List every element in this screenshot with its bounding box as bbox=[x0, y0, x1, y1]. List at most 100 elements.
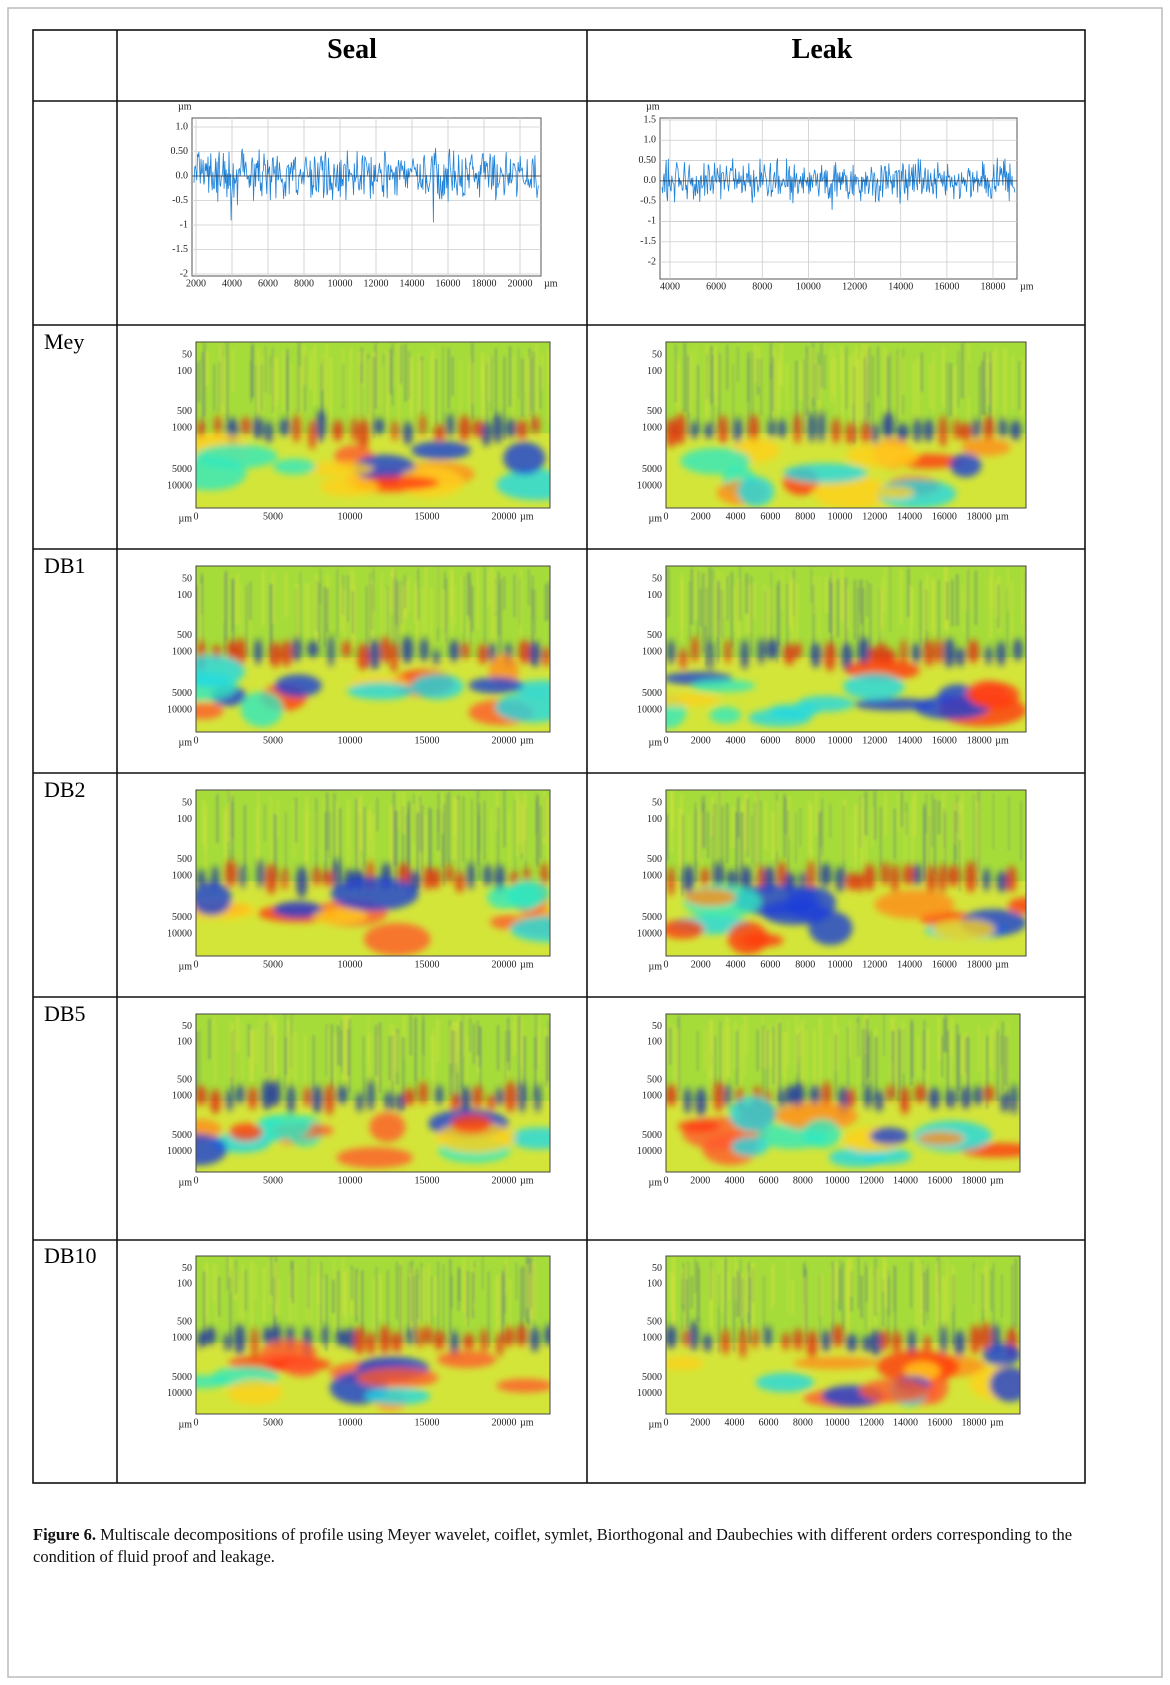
mid-blob bbox=[757, 637, 765, 665]
y-tick-label: 100 bbox=[177, 590, 192, 601]
low-blob bbox=[513, 680, 550, 696]
mid-blob bbox=[417, 1326, 424, 1349]
low-blob bbox=[876, 479, 957, 508]
mid-blob bbox=[783, 643, 796, 666]
mid-blob bbox=[366, 1332, 376, 1355]
low-blob bbox=[666, 1356, 704, 1371]
heatmap bbox=[196, 566, 550, 732]
low-blob bbox=[914, 696, 989, 720]
y-tick-label: 10000 bbox=[167, 1388, 192, 1399]
scalogram: 50 100 500 1000 5000 10000 0 2000 4000 6000 8000 10… bbox=[637, 1013, 1021, 1188]
profile-signal bbox=[661, 157, 1016, 211]
mid-blob bbox=[279, 418, 289, 437]
mid-blob bbox=[483, 864, 492, 887]
mid-blob bbox=[984, 1085, 995, 1103]
mid-blob bbox=[390, 642, 398, 674]
mid-blob bbox=[809, 1084, 820, 1108]
y-tick-label: 1.0 bbox=[644, 135, 657, 146]
x-tick-label: 20000 bbox=[491, 959, 516, 970]
mid-blob bbox=[481, 421, 492, 447]
low-blob bbox=[874, 486, 915, 499]
y-tick-label: 0.50 bbox=[639, 155, 657, 166]
mid-blob bbox=[495, 1087, 504, 1107]
y-tick-label: 0.0 bbox=[176, 170, 189, 181]
x-tick-label: 6000 bbox=[760, 735, 780, 746]
mid-blob bbox=[718, 415, 728, 445]
x-tick-label: 15000 bbox=[414, 511, 439, 522]
mid-blob bbox=[928, 1087, 940, 1110]
x-unit: µm bbox=[178, 737, 192, 748]
x-tick-label: 20000 bbox=[491, 735, 516, 746]
mid-blob bbox=[391, 1331, 403, 1353]
y-tick-label: 1000 bbox=[642, 423, 662, 434]
mid-blob bbox=[724, 1083, 731, 1108]
low-blob bbox=[846, 443, 919, 468]
x-unit: µm bbox=[520, 959, 534, 970]
mid-blob bbox=[324, 1083, 335, 1116]
mid-blob bbox=[342, 640, 351, 658]
low-blob bbox=[411, 441, 471, 460]
y-tick-label: 1.0 bbox=[176, 121, 189, 132]
mid-blob bbox=[446, 413, 454, 437]
y-tick-label: 0.50 bbox=[171, 146, 189, 157]
mid-blob bbox=[540, 862, 548, 888]
y-tick-label: 50 bbox=[652, 1263, 662, 1274]
y-tick-label: 5000 bbox=[172, 688, 192, 699]
y-tick-label: 100 bbox=[647, 366, 662, 377]
mid-blob bbox=[985, 645, 992, 666]
y-tick-label: 50 bbox=[652, 574, 662, 585]
mid-blob bbox=[778, 418, 786, 439]
mid-blob bbox=[713, 1081, 724, 1112]
coarse-scale bbox=[196, 409, 550, 501]
y-tick-label: 5000 bbox=[642, 1372, 662, 1383]
mid-blob bbox=[972, 418, 980, 440]
mid-blob bbox=[472, 419, 483, 438]
mid-blob bbox=[955, 647, 965, 667]
x-tick-label: 20000 bbox=[491, 1175, 516, 1186]
low-blob bbox=[356, 1367, 439, 1388]
low-blob bbox=[273, 458, 317, 475]
x-unit: µm bbox=[995, 735, 1009, 746]
mid-blob bbox=[292, 637, 302, 662]
x-tick-label: 14000 bbox=[897, 959, 922, 970]
mid-blob bbox=[423, 866, 432, 891]
x-tick-label: 2000 bbox=[690, 1175, 710, 1186]
mid-blob bbox=[367, 1079, 375, 1112]
y-tick-label: 500 bbox=[647, 1317, 662, 1328]
mid-blob bbox=[766, 638, 779, 660]
y-tick-label: 5000 bbox=[172, 464, 192, 475]
mid-blob bbox=[384, 1091, 393, 1111]
y-tick-label: 5000 bbox=[172, 912, 192, 923]
x-tick-label: 6000 bbox=[258, 278, 278, 289]
mid-blob bbox=[831, 418, 841, 444]
x-tick-label: 16000 bbox=[927, 1417, 952, 1428]
mid-blob bbox=[858, 637, 870, 668]
mid-blob bbox=[534, 1083, 541, 1113]
mid-blob bbox=[401, 635, 414, 664]
x-tick-label: 8000 bbox=[793, 1175, 813, 1186]
mid-blob bbox=[398, 862, 410, 887]
mid-blob bbox=[308, 419, 317, 450]
mid-blob bbox=[529, 640, 541, 668]
y-tick-label: 10000 bbox=[637, 1146, 662, 1157]
x-tick-label: 6000 bbox=[759, 1417, 779, 1428]
mid-blob bbox=[807, 860, 815, 892]
x-tick-label: 12000 bbox=[859, 1417, 884, 1428]
profile-plot: 1.5 1.0 0.50 0.0 -0.5 -1 -1.5 -2 4000 6000 8000 100… bbox=[639, 101, 1034, 292]
mid-blob bbox=[379, 1325, 391, 1354]
mid-blob bbox=[890, 863, 900, 894]
x-tick-label: 4000 bbox=[724, 1417, 744, 1428]
coarse-scale bbox=[666, 1081, 1020, 1168]
x-tick-label: 6000 bbox=[760, 511, 780, 522]
mid-blob bbox=[846, 1333, 858, 1353]
mid-blob bbox=[271, 1079, 281, 1107]
y-tick-label: 50 bbox=[182, 350, 192, 361]
y-tick-label: 1000 bbox=[642, 871, 662, 882]
mid-blob bbox=[337, 1085, 348, 1105]
x-tick-label: 12000 bbox=[842, 281, 867, 292]
x-tick-label: 6000 bbox=[760, 959, 780, 970]
low-blob bbox=[802, 1118, 842, 1149]
y-tick-label: -1 bbox=[648, 216, 656, 227]
y-tick-label: 5000 bbox=[172, 1372, 192, 1383]
